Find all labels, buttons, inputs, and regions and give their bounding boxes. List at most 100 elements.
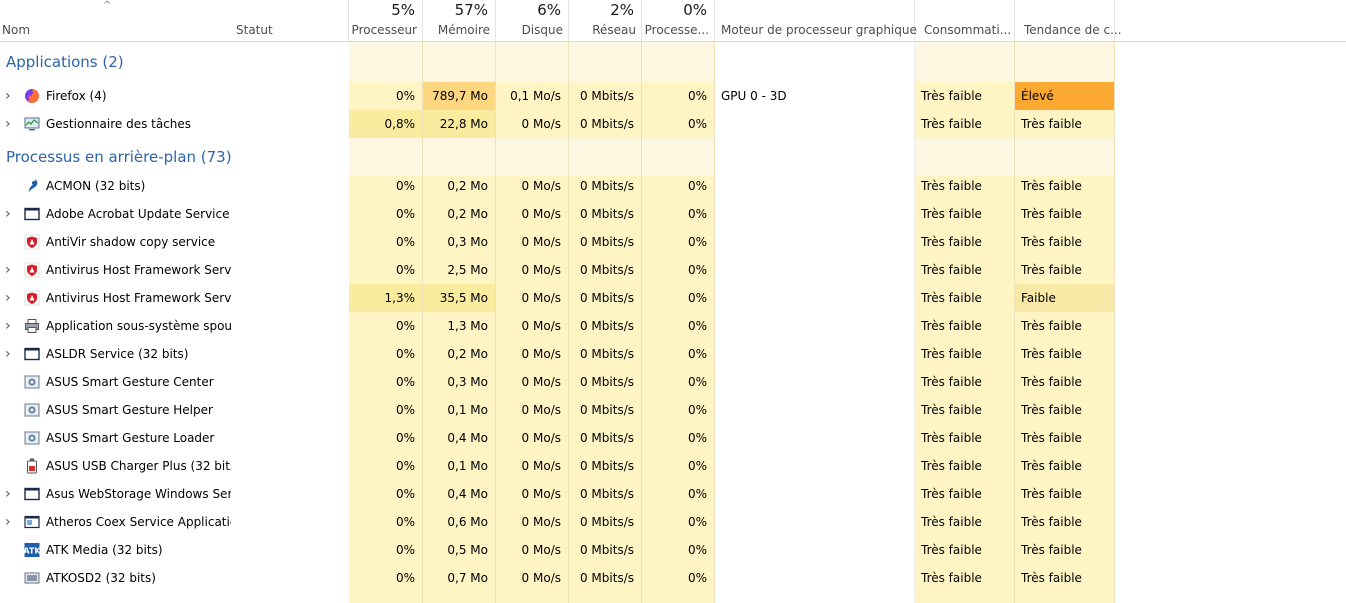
memory-cell: 0,1 Mo — [447, 403, 488, 417]
expand-chevron-icon[interactable]: › — [5, 514, 11, 530]
power-trend-cell: Très faible — [1021, 319, 1082, 333]
group-title-apps: Applications (2) — [6, 53, 124, 71]
process-row[interactable]: › Gestionnaire des tâches 0,8% 22,8 Mo 0 Mo/… — [0, 110, 1346, 138]
network-column-bg — [569, 42, 642, 603]
power-cell: Très faible — [921, 117, 982, 131]
disk-cell: 0 Mo/s — [521, 375, 561, 389]
expand-chevron-icon[interactable]: › — [5, 318, 11, 334]
memory-cell: 0,2 Mo — [447, 207, 488, 221]
process-row[interactable]: ASUS Smart Gesture Loader 0% 0,4 Mo 0 Mo/s 0… — [0, 424, 1346, 452]
column-header-power-trend[interactable]: Tendance de c... — [1015, 0, 1122, 41]
process-row[interactable]: ASUS USB Charger Plus (32 bits) 0% 0,1 Mo 0… — [0, 452, 1346, 480]
disk-cell: 0 Mo/s — [521, 487, 561, 501]
expand-chevron-icon[interactable]: › — [5, 88, 11, 104]
group-heat-band — [0, 138, 1346, 176]
process-name: AntiVir shadow copy service — [46, 235, 216, 249]
process-name: Antivirus Host Framework Servi... — [46, 291, 231, 305]
gpu-cell: 0% — [687, 179, 707, 193]
network-cell: 0 Mbits/s — [579, 459, 634, 473]
memory-cell: 0,1 Mo — [447, 459, 488, 473]
avira-shield-icon — [24, 262, 40, 278]
network-cell: 0 Mbits/s — [579, 487, 634, 501]
process-list: Applications (2) › Firefox (4) 0% 789,7 Mo 0… — [0, 42, 1346, 603]
power-cell: Très faible — [921, 235, 982, 249]
sort-ascending-icon: ^ — [103, 0, 112, 11]
process-row[interactable]: › ASLDR Service (32 bits) 0% 0,2 Mo 0 Mo/s 0 … — [0, 340, 1346, 368]
gpu-engine-cell — [715, 284, 914, 312]
process-row[interactable]: › Application sous-système spoul... 0% 1,3 … — [0, 312, 1346, 340]
disk-column-bg — [496, 42, 569, 603]
memory-cell: 789,7 Mo — [423, 82, 495, 110]
power-cell: Très faible — [921, 571, 982, 585]
disk-cell: 0 Mo/s — [521, 319, 561, 333]
avira-shield-icon — [24, 290, 40, 306]
group-header-apps[interactable]: Applications (2) — [0, 42, 1346, 82]
gpu-engine-cell — [715, 564, 914, 592]
column-header-cpu-label: Processeur — [351, 23, 417, 37]
disk-cell: 0 Mo/s — [521, 403, 561, 417]
disk-cell: 0 Mo/s — [521, 431, 561, 445]
group-heat-cell — [496, 42, 568, 82]
column-header-disk[interactable]: 6% Disque — [496, 0, 569, 41]
process-row[interactable]: ASUS Smart Gesture Helper 0% 0,1 Mo 0 Mo/s 0… — [0, 396, 1346, 424]
group-heat-cell — [1015, 42, 1114, 82]
memory-cell: 0,4 Mo — [447, 487, 488, 501]
column-header-network[interactable]: 2% Réseau — [569, 0, 642, 41]
column-header-status[interactable]: Statut — [230, 0, 349, 41]
process-row[interactable]: ATKOSD2 (32 bits) 0% 0,7 Mo 0 Mo/s 0 Mbits/s… — [0, 564, 1346, 592]
expand-chevron-icon[interactable]: › — [5, 486, 11, 502]
gpu-column-bg — [642, 42, 715, 603]
process-row[interactable]: ATK ATK Media (32 bits) 0% 0,5 Mo 0 Mo/s 0 Mb… — [0, 536, 1346, 564]
gpu-engine-column-bg — [715, 42, 915, 603]
process-row[interactable]: › Adobe Acrobat Update Service (... 0% 0,2 … — [0, 200, 1346, 228]
column-header-power[interactable]: Consommati... — [915, 0, 1015, 41]
power-trend-cell: Très faible — [1021, 431, 1082, 445]
group-header-background[interactable]: Processus en arrière-plan (73) — [0, 138, 1346, 176]
column-header-gpu-engine[interactable]: Moteur de processeur graphique — [715, 0, 917, 41]
process-row[interactable]: › Firefox (4) 0% 789,7 Mo 0,1 Mo/s 0 Mbits/s 0… — [0, 82, 1346, 110]
disk-cell: 0 Mo/s — [521, 263, 561, 277]
process-row[interactable]: ASUS Smart Gesture Center 0% 0,3 Mo 0 Mo/s 0… — [0, 368, 1346, 396]
network-cell: 0 Mbits/s — [579, 347, 634, 361]
process-row[interactable]: › Atheros Coex Service Applicatio... 0% 0,6… — [0, 508, 1346, 536]
expand-chevron-icon[interactable]: › — [5, 206, 11, 222]
process-row[interactable]: ACMON (32 bits) 0% 0,2 Mo 0 Mo/s 0 Mbits/s 0%… — [0, 172, 1346, 200]
process-row[interactable]: › Antivirus Host Framework Servi... 0% 2,5 … — [0, 256, 1346, 284]
gpu-cell: 0% — [687, 263, 707, 277]
power-trend-cell: Très faible — [1021, 117, 1082, 131]
column-header-cpu[interactable]: 5% Processeur — [349, 0, 423, 41]
power-cell: Très faible — [921, 403, 982, 417]
column-header-name[interactable]: Nom — [0, 0, 230, 41]
group-title-background: Processus en arrière-plan (73) — [6, 148, 232, 166]
memory-cell: 0,2 Mo — [447, 347, 488, 361]
atk-media-icon: ATK — [23, 542, 41, 558]
column-header-power-label: Consommati... — [924, 23, 1012, 37]
process-row[interactable]: › Asus WebStorage Windows Serv... 0% 0,4 Mo… — [0, 480, 1346, 508]
power-cell: Très faible — [921, 263, 982, 277]
task-manager-icon — [24, 116, 40, 132]
expand-chevron-icon[interactable]: › — [5, 262, 11, 278]
gpu-cell: 0% — [687, 403, 707, 417]
process-row[interactable]: › Antivirus Host Framework Servi... 1,3% 35… — [0, 284, 1346, 312]
process-name: ASUS Smart Gesture Center — [46, 375, 214, 389]
group-heat-cell — [423, 42, 495, 82]
memory-cell: 0,6 Mo — [447, 515, 488, 529]
gpu-engine-cell — [715, 200, 914, 228]
expand-chevron-icon[interactable]: › — [5, 290, 11, 306]
expand-chevron-icon[interactable]: › — [5, 116, 11, 132]
power-cell: Très faible — [921, 291, 982, 305]
process-row[interactable]: AntiVir shadow copy service 0% 0,3 Mo 0 Mo/… — [0, 228, 1346, 256]
process-name: Firefox (4) — [46, 89, 107, 103]
gpu-cell: 0% — [687, 459, 707, 473]
cpu-cell: 0% — [395, 459, 415, 473]
asus-app-icon — [24, 430, 40, 446]
process-name: ATKOSD2 (32 bits) — [46, 571, 156, 585]
disk-cell: 0 Mo/s — [521, 543, 561, 557]
gpu-total-percent: 0% — [683, 1, 707, 19]
power-cell: Très faible — [921, 89, 982, 103]
disk-cell: 0 Mo/s — [521, 117, 561, 131]
column-header-memory[interactable]: 57% Mémoire — [423, 0, 496, 41]
group-heat-cell — [642, 138, 714, 176]
column-header-gpu[interactable]: 0% Processe... — [642, 0, 715, 41]
expand-chevron-icon[interactable]: › — [5, 346, 11, 362]
